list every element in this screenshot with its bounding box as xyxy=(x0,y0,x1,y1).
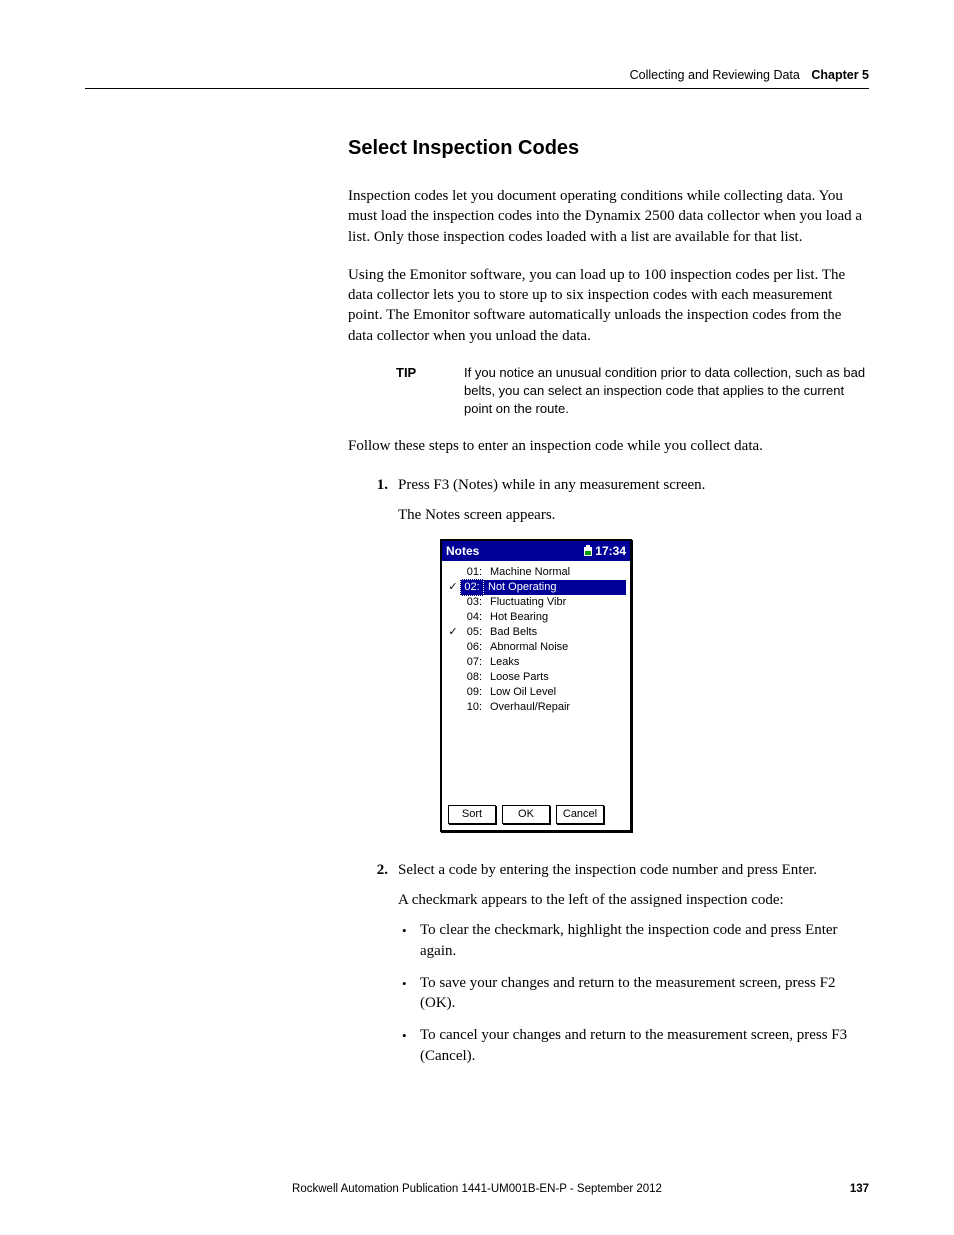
step-1-text: Press F3 (Notes) while in any measuremen… xyxy=(398,475,869,495)
step-2-subtext: A checkmark appears to the left of the a… xyxy=(398,890,869,910)
row-number: 03: xyxy=(460,595,486,610)
step-2: 2. Select a code by entering the inspect… xyxy=(348,860,869,1078)
row-label: Low Oil Level xyxy=(486,685,626,700)
notes-row[interactable]: ✓05:Bad Belts xyxy=(446,625,626,640)
bullet-dot-icon: • xyxy=(402,1025,420,1066)
sort-button[interactable]: Sort xyxy=(448,805,496,824)
notes-row[interactable]: 08:Loose Parts xyxy=(446,670,626,685)
notes-row[interactable]: 07:Leaks xyxy=(446,655,626,670)
step-2-bullets: • To clear the checkmark, highlight the … xyxy=(398,920,869,1066)
notes-list: 01:Machine Normal✓02:Not Operating03:Flu… xyxy=(442,561,630,799)
notes-row[interactable]: 10:Overhaul/Repair xyxy=(446,700,626,715)
notes-time: 17:34 xyxy=(595,543,626,559)
tip-block: TIP If you notice an unusual condition p… xyxy=(396,364,869,419)
notes-clock: 17:34 xyxy=(583,543,626,559)
notes-title: Notes xyxy=(446,543,479,559)
notes-row[interactable]: 06:Abnormal Noise xyxy=(446,640,626,655)
row-number: 10: xyxy=(460,700,486,715)
row-label: Fluctuating Vibr xyxy=(486,595,626,610)
page-number: 137 xyxy=(850,1183,869,1195)
row-number: 09: xyxy=(460,685,486,700)
row-label: Loose Parts xyxy=(486,670,626,685)
row-number: 04: xyxy=(460,610,486,625)
section-heading: Select Inspection Codes xyxy=(348,137,869,160)
notes-buttons: Sort OK Cancel xyxy=(442,799,630,830)
notes-row[interactable]: 03:Fluctuating Vibr xyxy=(446,595,626,610)
paragraph-1: Inspection codes let you document operat… xyxy=(348,186,869,247)
main-content: Select Inspection Codes Inspection codes… xyxy=(348,137,869,418)
row-number: 06: xyxy=(460,640,486,655)
row-label: Abnormal Noise xyxy=(486,640,626,655)
row-label: Overhaul/Repair xyxy=(486,700,626,715)
check-icon: ✓ xyxy=(446,625,460,640)
document-page: Collecting and Reviewing Data Chapter 5 … xyxy=(0,0,954,1078)
bullet-2: • To save your changes and return to the… xyxy=(398,973,869,1014)
header-section: Collecting and Reviewing Data xyxy=(630,68,800,82)
ok-button[interactable]: OK xyxy=(502,805,550,824)
notes-row[interactable]: 01:Machine Normal xyxy=(446,565,626,580)
row-number: 01: xyxy=(460,565,486,580)
step-2-number: 2. xyxy=(358,860,388,1078)
paragraph-3: Follow these steps to enter an inspectio… xyxy=(348,436,869,456)
battery-icon xyxy=(583,545,593,557)
row-number: 07: xyxy=(460,655,486,670)
ordered-list: 1. Press F3 (Notes) while in any measure… xyxy=(348,475,869,1078)
bullet-2-text: To save your changes and return to the m… xyxy=(420,973,869,1014)
row-label: Hot Bearing xyxy=(486,610,626,625)
row-number: 02: xyxy=(460,579,484,596)
check-icon: ✓ xyxy=(446,580,460,595)
notes-titlebar: Notes 17:34 xyxy=(442,541,630,561)
cancel-button[interactable]: Cancel xyxy=(556,805,604,824)
tip-text: If you notice an unusual condition prior… xyxy=(464,364,869,419)
notes-row[interactable]: 09:Low Oil Level xyxy=(446,685,626,700)
row-number: 05: xyxy=(460,625,486,640)
row-label: Leaks xyxy=(486,655,626,670)
bullet-3: • To cancel your changes and return to t… xyxy=(398,1025,869,1066)
header-chapter: Chapter 5 xyxy=(811,68,869,82)
notes-row[interactable]: 04:Hot Bearing xyxy=(446,610,626,625)
notes-row[interactable]: ✓02:Not Operating xyxy=(446,580,626,595)
row-label: Machine Normal xyxy=(486,565,626,580)
step-2-text: Select a code by entering the inspection… xyxy=(398,860,869,880)
page-header: Collecting and Reviewing Data Chapter 5 xyxy=(85,68,869,89)
row-label: Bad Belts xyxy=(486,625,626,640)
step-1: 1. Press F3 (Notes) while in any measure… xyxy=(348,475,869,850)
step-1-subtext: The Notes screen appears. xyxy=(398,505,869,525)
bullet-dot-icon: • xyxy=(402,973,420,1014)
bullet-1: • To clear the checkmark, highlight the … xyxy=(398,920,869,961)
tip-label: TIP xyxy=(396,364,464,419)
bullet-1-text: To clear the checkmark, highlight the in… xyxy=(420,920,869,961)
bullet-dot-icon: • xyxy=(402,920,420,961)
footer-text: Rockwell Automation Publication 1441-UM0… xyxy=(292,1183,662,1195)
step-1-number: 1. xyxy=(358,475,388,850)
paragraph-2: Using the Emonitor software, you can loa… xyxy=(348,265,869,346)
bullet-3-text: To cancel your changes and return to the… xyxy=(420,1025,869,1066)
row-label: Not Operating xyxy=(484,580,626,595)
page-footer: Rockwell Automation Publication 1441-UM0… xyxy=(0,1183,954,1195)
notes-screen: Notes 17:34 01:Machine Normal✓02:Not Ope… xyxy=(440,539,632,832)
row-number: 08: xyxy=(460,670,486,685)
